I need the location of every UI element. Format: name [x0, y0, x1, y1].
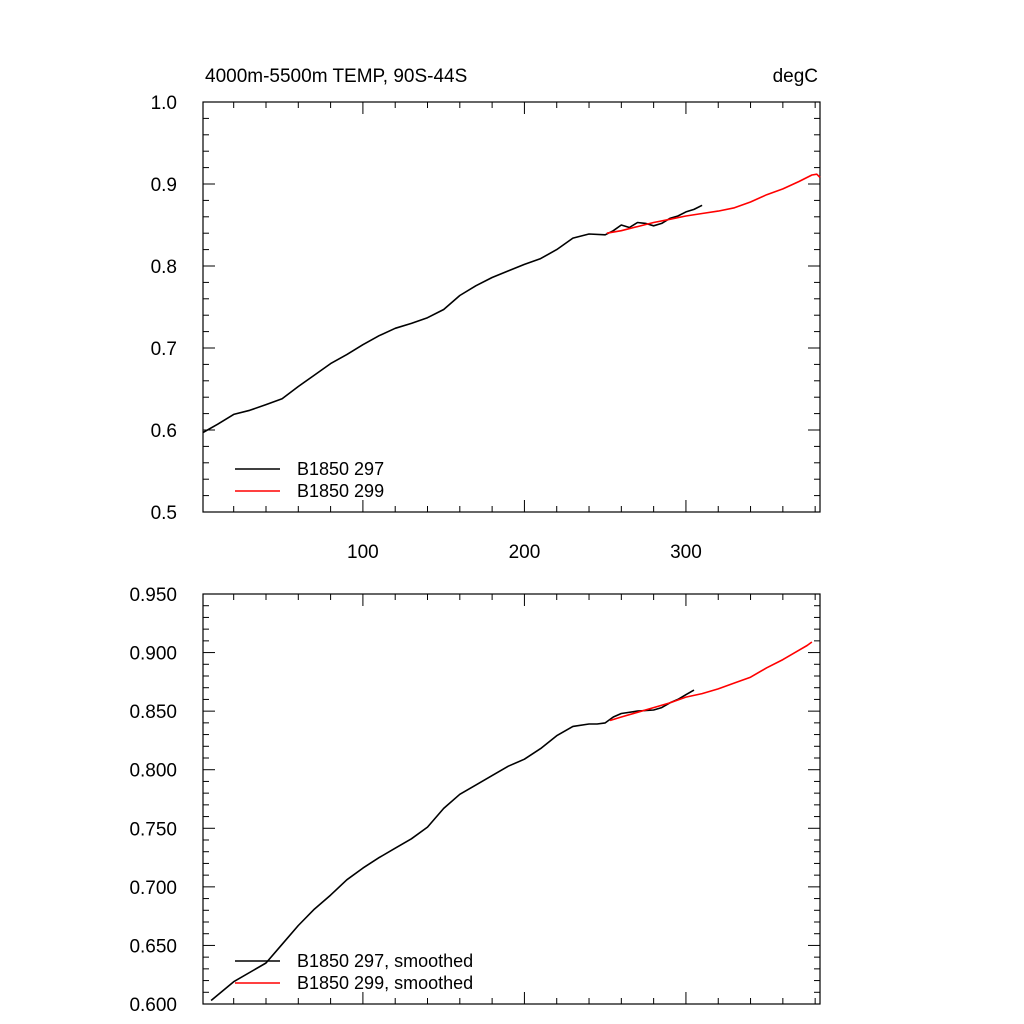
legend-label-1: B1850 299: [297, 481, 384, 501]
x-tick-label: 200: [509, 542, 541, 563]
legend-label-1: B1850 299, smoothed: [297, 973, 473, 993]
legend-label-0: B1850 297: [297, 459, 384, 479]
y-tick-label: 0.700: [129, 878, 177, 899]
y-tick-label: 0.850: [129, 702, 177, 723]
top-panel: 0.5 0.6 0.7 0.8 0.9 1.0 100 200 300 4000m-5500m T…: [151, 66, 821, 563]
x-tick-label: 300: [670, 542, 702, 563]
series-line-0: [203, 205, 702, 432]
y-tick-label: 0.800: [129, 761, 177, 782]
figure: 0.5 0.6 0.7 0.8 0.9 1.0 100 200 300 4000m-5500m T…: [0, 0, 1024, 1024]
y-tick-label: 1.0: [151, 93, 177, 114]
y-tick-label: 0.5: [151, 503, 177, 524]
y-tick-label: 0.8: [151, 257, 177, 278]
plot-frame: [203, 594, 820, 1004]
y-tick-label: 0.9: [151, 175, 177, 196]
bottom-panel: 0.600 0.650 0.700 0.750 0.800 0.850 0.900 0.950…: [129, 585, 820, 1016]
x-tick-label: 100: [347, 542, 379, 563]
plot-frame: [203, 102, 820, 512]
y-tick-label: 0.900: [129, 644, 177, 665]
series-line-1: [607, 174, 820, 233]
y-tick-label: 0.600: [129, 995, 177, 1016]
units-label: degC: [773, 66, 818, 87]
y-tick-label: 0.7: [151, 339, 177, 360]
y-tick-label: 0.950: [129, 585, 177, 606]
series-line-1: [610, 642, 812, 721]
legend-label-0: B1850 297, smoothed: [297, 951, 473, 971]
chart-title: 4000m-5500m TEMP, 90S-44S: [205, 66, 467, 87]
y-tick-label: 0.6: [151, 421, 177, 442]
y-tick-label: 0.650: [129, 936, 177, 957]
y-tick-label: 0.750: [129, 819, 177, 840]
